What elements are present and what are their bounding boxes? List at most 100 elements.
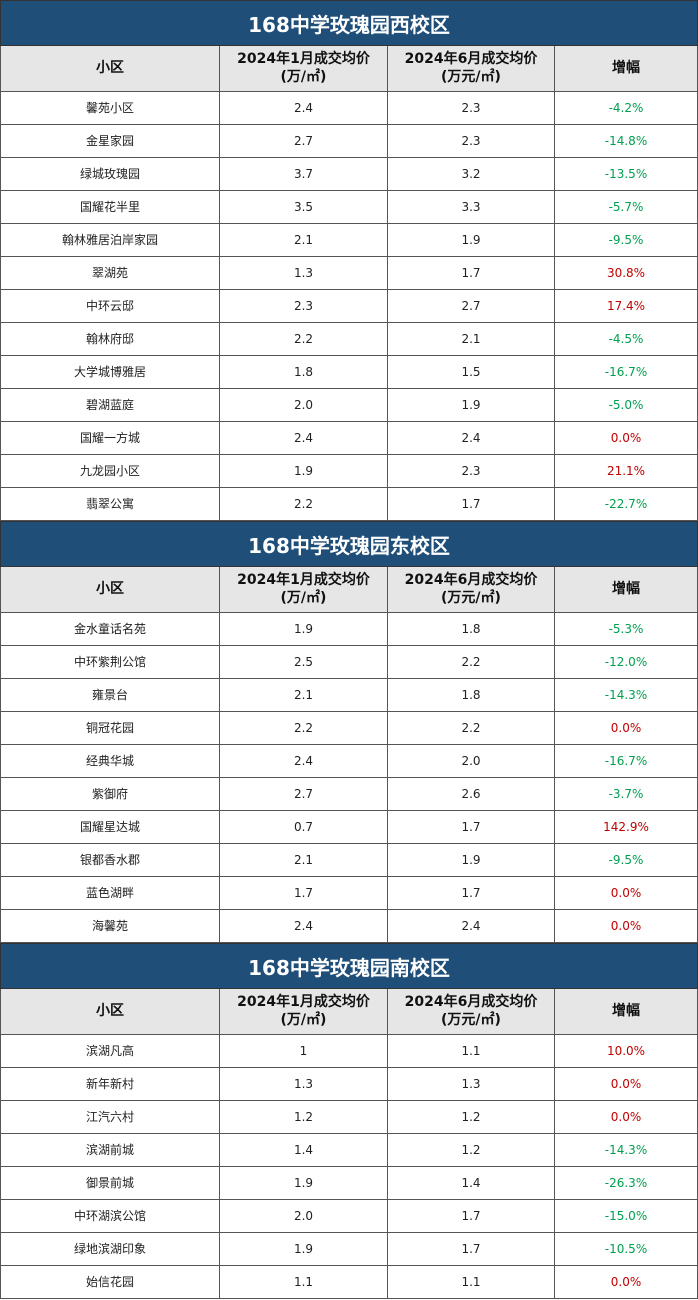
data-row: 金星家园 2.7 2.3 -14.8% [0, 125, 698, 158]
header-cell: 小区 [0, 989, 220, 1035]
data-cell: 1.5 [388, 356, 555, 389]
data-cell: 绿地滨湖印象 [0, 1233, 220, 1266]
data-cell: 0.7 [220, 811, 388, 844]
header-cell: 2024年6月成交均价 (万元/㎡) [388, 567, 555, 613]
header-row: 小区 2024年1月成交均价 (万/㎡) 2024年6月成交均价 (万元/㎡) 增幅 [0, 567, 698, 613]
data-cell: 1.3 [388, 1068, 555, 1101]
data-cell: 新年新村 [0, 1068, 220, 1101]
data-cell: 1.7 [388, 877, 555, 910]
change-cell: 0.0% [555, 712, 698, 745]
change-cell: -26.3% [555, 1167, 698, 1200]
data-cell: 2.4 [220, 422, 388, 455]
table-section: 168中学玫瑰园南校区 小区 2024年1月成交均价 (万/㎡) 2024年6月成交均价… [0, 943, 698, 1299]
header-text: 2024年1月成交均价 [237, 51, 370, 67]
data-row: 蓝色湖畔 1.7 1.7 0.0% [0, 877, 698, 910]
data-cell: 大学城博雅居 [0, 356, 220, 389]
data-row: 雍景台 2.1 1.8 -14.3% [0, 679, 698, 712]
data-cell: 翠湖苑 [0, 257, 220, 290]
data-row: 中环湖滨公馆 2.0 1.7 -15.0% [0, 1200, 698, 1233]
data-cell: 1.1 [388, 1035, 555, 1068]
data-cell: 2.7 [220, 778, 388, 811]
data-cell: 1.2 [220, 1101, 388, 1134]
data-cell: 2.6 [388, 778, 555, 811]
change-cell: 0.0% [555, 877, 698, 910]
header-text: 增幅 [612, 59, 640, 76]
data-row: 国耀一方城 2.4 2.4 0.0% [0, 422, 698, 455]
header-text: 增幅 [612, 580, 640, 597]
data-cell: 始信花园 [0, 1266, 220, 1299]
data-cell: 绿城玫瑰园 [0, 158, 220, 191]
data-cell: 2.0 [388, 745, 555, 778]
data-row: 绿城玫瑰园 3.7 3.2 -13.5% [0, 158, 698, 191]
header-cell: 2024年1月成交均价 (万/㎡) [220, 567, 388, 613]
data-cell: 翡翠公寓 [0, 488, 220, 521]
data-row: 金水童话名苑 1.9 1.8 -5.3% [0, 613, 698, 646]
change-cell: -22.7% [555, 488, 698, 521]
data-row: 大学城博雅居 1.8 1.5 -16.7% [0, 356, 698, 389]
data-cell: 2.3 [220, 290, 388, 323]
header-cell: 小区 [0, 46, 220, 92]
data-cell: 2.1 [220, 224, 388, 257]
data-row: 中环紫荆公馆 2.5 2.2 -12.0% [0, 646, 698, 679]
data-cell: 1.9 [220, 1233, 388, 1266]
change-cell: 0.0% [555, 1101, 698, 1134]
data-cell: 国耀花半里 [0, 191, 220, 224]
data-cell: 2.4 [220, 910, 388, 943]
data-cell: 2.0 [220, 1200, 388, 1233]
data-cell: 金星家园 [0, 125, 220, 158]
data-row: 翰林府邸 2.2 2.1 -4.5% [0, 323, 698, 356]
header-text: (万元/㎡) [441, 1011, 501, 1028]
header-cell: 2024年6月成交均价 (万元/㎡) [388, 46, 555, 92]
change-cell: -4.5% [555, 323, 698, 356]
header-cell: 2024年1月成交均价 (万/㎡) [220, 989, 388, 1035]
data-cell: 金水童话名苑 [0, 613, 220, 646]
data-row: 御景前城 1.9 1.4 -26.3% [0, 1167, 698, 1200]
change-cell: -5.3% [555, 613, 698, 646]
data-cell: 2.7 [220, 125, 388, 158]
data-row: 九龙园小区 1.9 2.3 21.1% [0, 455, 698, 488]
change-cell: -3.7% [555, 778, 698, 811]
data-row: 翠湖苑 1.3 1.7 30.8% [0, 257, 698, 290]
section-title: 168中学玫瑰园西校区 [0, 0, 698, 46]
data-cell: 2.3 [388, 125, 555, 158]
data-cell: 2.5 [220, 646, 388, 679]
header-cell: 增幅 [555, 46, 698, 92]
data-cell: 蓝色湖畔 [0, 877, 220, 910]
section-title: 168中学玫瑰园东校区 [0, 521, 698, 567]
header-text: 小区 [96, 580, 124, 597]
data-cell: 滨湖凡高 [0, 1035, 220, 1068]
data-cell: 江汽六村 [0, 1101, 220, 1134]
data-cell: 3.5 [220, 191, 388, 224]
data-cell: 中环云邸 [0, 290, 220, 323]
data-cell: 国耀星达城 [0, 811, 220, 844]
data-cell: 1.9 [388, 224, 555, 257]
change-cell: -13.5% [555, 158, 698, 191]
header-text: 2024年1月成交均价 [237, 572, 370, 588]
data-cell: 3.7 [220, 158, 388, 191]
header-cell: 2024年6月成交均价 (万元/㎡) [388, 989, 555, 1035]
header-cell: 增幅 [555, 567, 698, 613]
data-row: 中环云邸 2.3 2.7 17.4% [0, 290, 698, 323]
data-cell: 1.9 [388, 389, 555, 422]
data-cell: 九龙园小区 [0, 455, 220, 488]
data-cell: 3.2 [388, 158, 555, 191]
header-text: 2024年6月成交均价 [404, 994, 538, 1010]
data-cell: 馨苑小区 [0, 92, 220, 125]
change-cell: 10.0% [555, 1035, 698, 1068]
change-cell: -15.0% [555, 1200, 698, 1233]
data-cell: 2.2 [220, 323, 388, 356]
data-cell: 经典华城 [0, 745, 220, 778]
data-cell: 御景前城 [0, 1167, 220, 1200]
header-text: (万元/㎡) [441, 589, 501, 606]
data-cell: 2.2 [388, 712, 555, 745]
header-text: (万/㎡) [280, 1011, 327, 1028]
data-cell: 1.1 [388, 1266, 555, 1299]
data-cell: 1.8 [388, 679, 555, 712]
change-cell: 142.9% [555, 811, 698, 844]
change-cell: -5.0% [555, 389, 698, 422]
header-cell: 2024年1月成交均价 (万/㎡) [220, 46, 388, 92]
header-text: 小区 [96, 59, 124, 76]
data-cell: 1.7 [388, 488, 555, 521]
data-cell: 1.7 [388, 1233, 555, 1266]
